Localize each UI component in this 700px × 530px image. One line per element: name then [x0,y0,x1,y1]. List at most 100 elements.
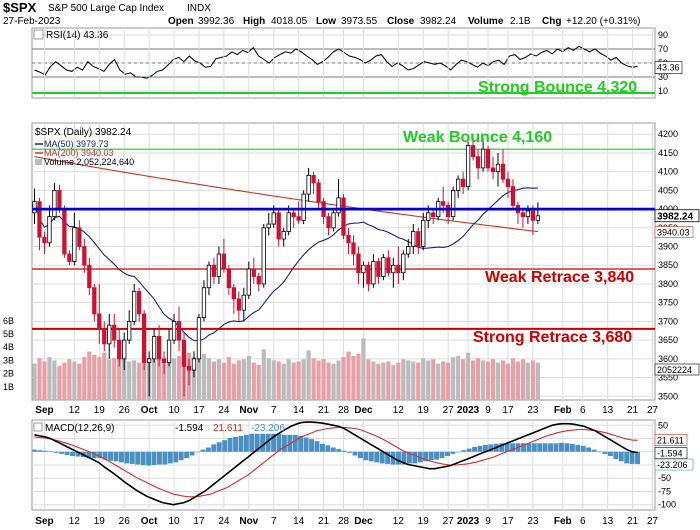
macd-histogram-bar [53,451,59,453]
macd-histogram-bar [292,434,298,452]
candle-body [161,358,167,363]
macd-histogram-bar [472,447,478,452]
volume-bar [107,359,112,400]
macd-histogram-bar [341,450,347,452]
macd-tick-label: -100 [658,500,676,510]
price-tick-label: 3500 [658,391,678,401]
candle-body [146,358,152,363]
x-tick-label: 21 [627,405,639,416]
volume-bar [351,356,356,400]
macd-histogram-bar [276,433,282,452]
candle-body [281,231,286,240]
candle-body [226,268,232,289]
macd-histogram-bar [542,443,548,452]
volume-bar [102,352,107,400]
x-tick-label: 17 [502,405,514,416]
macd-histogram-bar [352,451,358,456]
volume-bar [346,351,351,400]
macd-histogram-bar [59,451,65,454]
volume-bar [535,362,540,400]
rsi-last-box [654,61,683,74]
candle-body [141,313,147,363]
volume-bar [271,360,276,400]
candle-body [77,227,82,247]
macd-hist-last: -23.206 [657,460,688,470]
ma50-legend: MA(50) 3979.73 [44,139,109,149]
macd-hist-box [654,458,694,471]
macd-histogram-bar [618,451,624,462]
price-tick-label: 4000 [658,204,678,214]
macd-tick-label: 50 [658,420,668,430]
rsi-last-label: 43.36 [657,63,680,73]
volume-bar [331,363,336,400]
candle-body [171,320,177,341]
macd-signal-last: 21.611 [657,435,684,445]
x-tick-label: 27 [443,516,455,527]
header-chg-label: Chg [542,16,561,27]
volume-bar [456,356,461,400]
rsi-tick-label: 70 [658,44,668,54]
candle-body [92,287,97,315]
volume-bar [52,360,57,400]
macd-legend-signal: 21.611 [213,423,243,434]
macd-histogram-bar [499,443,505,452]
volume-bar [241,359,246,400]
volume-bar [505,363,511,400]
candle-body [446,204,451,217]
header-name: S&P 500 Large Cap Index [48,3,164,14]
x-tick-label: 9 [485,516,491,527]
header-chg: +12.20 (+0.31%) [566,16,641,27]
volume-bar [381,362,386,400]
candle-body [485,148,491,169]
volume-bar [500,360,506,400]
macd-histogram-bar [48,451,54,452]
candle-body [381,257,386,277]
volume-bar [251,362,256,400]
x-axis-price: Sep 12 19 26 Oct 10 17 24 Nov 7 14 21 28 Dec 12 19 27 202… [35,405,658,416]
candle-body [271,212,276,225]
candle-body [62,208,67,255]
macd-legend-value: -1.594 [175,423,204,434]
macd-histogram-bar [113,451,119,462]
volume-tick-label: 2B [3,369,14,379]
candle-body [151,335,157,360]
candle-body [87,264,92,289]
volume-bar [276,361,281,400]
x-tick-label: 21 [627,516,639,527]
x-tick-label: Sep [35,516,53,527]
volume-last-label: 2052224 [657,365,692,375]
x-tick-label: 17 [502,516,514,527]
x-tick-label: 26 [119,516,131,527]
macd-histogram-bar [417,451,423,463]
x-tick-label: 2023 [457,516,480,527]
candle-body [196,317,202,360]
macd-histogram-bar [118,451,124,463]
candle-body [426,212,431,221]
x-tick-label: 7 [271,516,277,527]
x-tick-label: 28 [338,405,350,416]
volume-bar [371,361,376,400]
volume-bar [451,357,456,400]
volume-bar [92,354,97,400]
macd-histogram-bar [531,443,537,452]
x-tick-label: 10 [168,405,180,416]
volume-bar [191,357,197,400]
volume-bar [211,361,217,400]
macd-histogram-bar [167,451,173,464]
header-open: 3992.36 [198,16,235,27]
x-tick-label: 27 [443,405,455,416]
x-tick-label: 23 [527,516,539,527]
candle-body [306,175,311,195]
macd-histogram-bar [140,451,146,465]
x-tick-label: 21 [318,405,330,416]
volume-bar [291,362,296,400]
candle-body [371,261,376,285]
macd-histogram-bar [613,451,619,460]
macd-histogram-bar [249,433,255,452]
candle-body [411,231,416,247]
price-tick-label: 3800 [658,279,678,289]
candle-body [460,178,466,188]
candle-body [32,201,37,214]
candle-body [206,264,212,289]
macd-histogram-bar [303,437,309,452]
